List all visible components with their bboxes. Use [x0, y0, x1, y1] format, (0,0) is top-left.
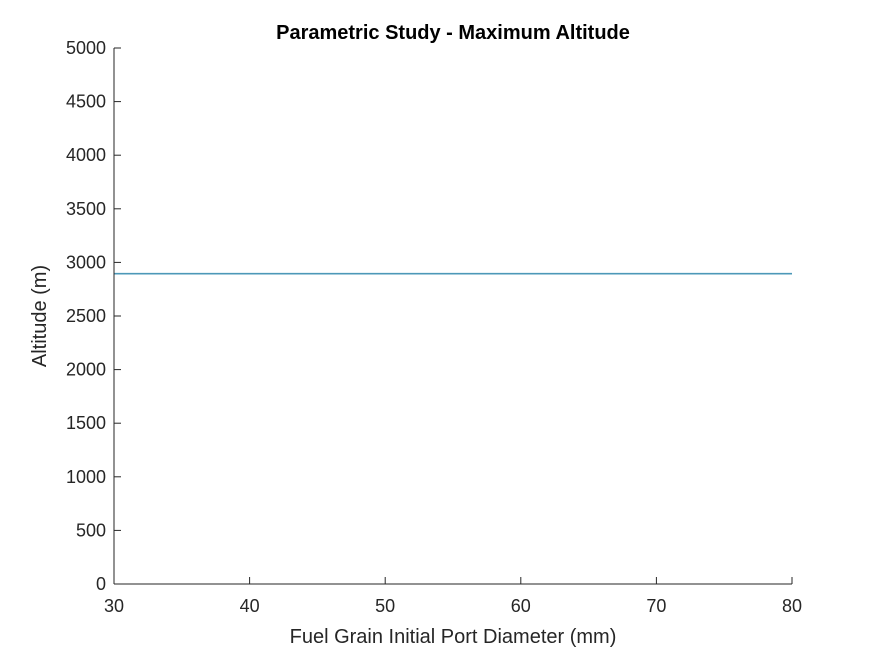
y-axis-label: Altitude (m)	[29, 265, 51, 367]
y-tick-label: 500	[76, 520, 106, 540]
x-tick-label: 40	[240, 596, 260, 616]
y-tick-label: 3500	[66, 199, 106, 219]
x-tick-label: 50	[375, 596, 395, 616]
y-tick-label: 5000	[66, 38, 106, 58]
y-tick-label: 0	[96, 574, 106, 594]
x-tick-label: 30	[104, 596, 124, 616]
x-tick-label: 80	[782, 596, 802, 616]
x-axis-label: Fuel Grain Initial Port Diameter (mm)	[290, 626, 617, 648]
x-axis: 30 40 50 60 70 80	[104, 577, 802, 616]
y-tick-label: 2000	[66, 360, 106, 380]
y-tick-label: 4000	[66, 145, 106, 165]
y-tick-label: 4500	[66, 92, 106, 112]
y-tick-label: 1500	[66, 413, 106, 433]
y-tick-label: 1000	[66, 467, 106, 487]
x-tick-label: 70	[646, 596, 666, 616]
chart-title: Parametric Study - Maximum Altitude	[276, 22, 630, 44]
x-tick-label: 60	[511, 596, 531, 616]
y-axis: 0 500 1000 1500 2000 2500 3000 3500 4000 4500 5000	[66, 38, 121, 594]
y-tick-label: 3000	[66, 252, 106, 272]
y-tick-label: 2500	[66, 306, 106, 326]
